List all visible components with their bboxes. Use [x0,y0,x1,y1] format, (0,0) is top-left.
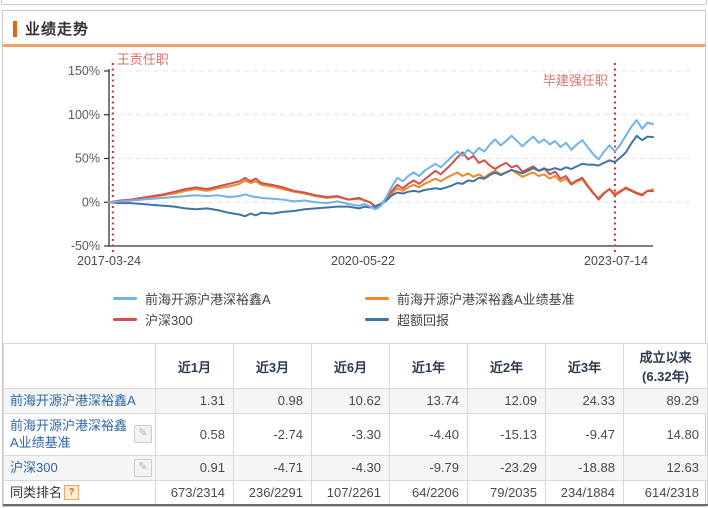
row-label-cell: 前海开源沪港深裕鑫A [3,388,156,414]
legend-line-marker [113,297,137,300]
performance-table: 近1月 近3月 近6月 近1年 近2年 近3年 成立以来 (6.32年) 前海开… [3,343,708,507]
table-row: 同类排名? 673/2314 236/2291 107/2261 64/2206… [3,479,708,506]
value-cell: 14.80 [623,412,708,456]
panel-header: 业绩走势 [3,11,705,47]
previous-panel-edge [1,0,707,5]
table-header-cell: 近2年 [467,343,546,389]
x-axis-label: 2020-05-22 [331,254,395,268]
title-accent-bar [13,20,17,37]
value-cell: 10.62 [311,388,390,414]
x-axis-label: 2023-07-14 [584,254,648,268]
legend-item[interactable]: 沪深300 [113,310,365,329]
help-icon[interactable]: ? [64,484,80,500]
value-cell: 79/2035 [467,479,546,506]
legend-item[interactable]: 超额回报 [365,310,705,329]
value-cell: 12.63 [623,454,708,481]
legend-label: 沪深300 [145,313,193,328]
value-cell: 673/2314 [155,479,234,506]
legend-label: 前海开源沪港深裕鑫A [145,292,271,307]
performance-chart[interactable]: 150% 100% 50% 0% -50%2017-03-24 2020-05-22 202… [3,51,705,279]
annotation-label: 王贡任职 [117,52,169,67]
value-cell: 0.58 [155,412,234,456]
table-header-cell: 近3月 [233,343,312,389]
performance-panel: 业绩走势 150% 100% 50% 0% -50% 2017-03-24 2020-05-… [2,10,708,508]
value-cell: -9.47 [545,412,624,456]
legend-line-marker [113,318,137,321]
table-header-cell: 成立以来 (6.32年) [623,343,708,389]
value-cell: -4.71 [233,454,312,481]
edit-icon[interactable]: ✎ [134,458,152,477]
y-axis-label: 50% [75,152,100,166]
value-cell: -2.74 [233,412,312,456]
legend-line-marker [365,318,389,321]
value-cell: 12.09 [467,388,546,414]
series-line[interactable] [108,134,654,218]
legend-item[interactable]: 前海开源沪港深裕鑫A业绩基准 [365,289,705,308]
value-cell: -9.79 [389,454,468,481]
value-cell: 1.31 [155,388,234,414]
value-cell: -23.29 [467,454,546,481]
value-cell: 234/1884 [545,479,624,506]
y-axis-label: 150% [68,64,100,78]
y-axis-label: -50% [71,239,100,253]
edit-icon[interactable]: ✎ [134,425,152,444]
value-cell: 0.91 [155,454,234,481]
fund-name-link[interactable]: 前海开源沪港深裕鑫A [10,393,136,408]
value-cell: 107/2261 [311,479,390,506]
y-axis-label: 0% [82,195,100,209]
table-header-cell: 近3年 [545,343,624,389]
value-cell: 614/2318 [623,479,708,506]
table-row: 沪深300 ✎ 0.91 -4.71 -4.30 -9.79 -23.29 -1… [3,454,708,481]
value-cell: -4.30 [311,454,390,481]
rank-row-label: 同类排名 [10,484,63,500]
table-row: 前海开源沪港深裕鑫A 1.31 0.98 10.62 13.74 12.09 2… [3,388,708,414]
panel-title: 业绩走势 [25,21,90,38]
row-label-cell: 前海开源沪港深裕鑫A业绩基准 ✎ [3,412,156,456]
value-cell: -3.30 [311,412,390,456]
table-header-cell: 近1年 [389,343,468,389]
value-cell: 64/2206 [389,479,468,506]
chart-legend: 前海开源沪港深裕鑫A 前海开源沪港深裕鑫A业绩基准 沪深300 超额回报 [3,279,705,343]
value-cell: 0.98 [233,388,312,414]
table-header-row: 近1月 近3月 近6月 近1年 近2年 近3年 成立以来 (6.32年) [3,343,708,389]
value-cell: -4.40 [389,412,468,456]
benchmark-name-link[interactable]: 前海开源沪港深裕鑫A业绩基准 [10,417,128,451]
table-header-cell [3,343,156,389]
table-row: 前海开源沪港深裕鑫A业绩基准 ✎ 0.58 -2.74 -3.30 -4.40 … [3,412,708,456]
series-line[interactable] [108,119,654,211]
value-cell: 236/2291 [233,479,312,506]
legend-item[interactable]: 前海开源沪港深裕鑫A [113,289,365,308]
table-header-cell: 近6月 [311,343,390,389]
annotation-label: 毕建强任职 [543,73,608,88]
series-line[interactable] [108,151,654,209]
value-cell: 13.74 [389,388,468,414]
index-name-link[interactable]: 沪深300 [10,459,58,475]
series-line[interactable] [108,168,654,208]
legend-label: 超额回报 [397,313,450,328]
y-axis-label: 100% [68,108,100,122]
legend-label: 前海开源沪港深裕鑫A业绩基准 [397,292,575,307]
chart-area: 150% 100% 50% 0% -50% 2017-03-24 2020-05-22 202… [3,47,705,343]
value-cell: 24.33 [545,388,624,414]
table-header-cell: 近1月 [155,343,234,389]
value-cell: -18.88 [545,454,624,481]
x-axis-label: 2017-03-24 [77,254,141,268]
value-cell: 89.29 [623,388,708,414]
legend-line-marker [365,297,389,300]
row-label-cell: 同类排名? [3,479,156,506]
row-label-cell: 沪深300 ✎ [3,454,156,481]
value-cell: -15.13 [467,412,546,456]
